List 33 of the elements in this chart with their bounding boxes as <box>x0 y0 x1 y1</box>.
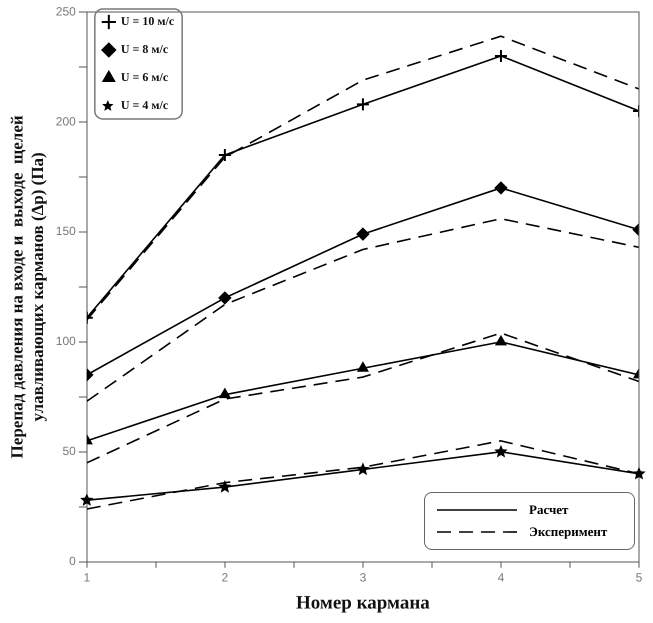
point <box>494 444 508 458</box>
point <box>356 228 370 241</box>
legend-label: U = 8 м/с <box>120 42 169 56</box>
y-tick-label: 0 <box>69 554 76 568</box>
point <box>218 291 232 304</box>
y-tick-label: 50 <box>62 444 76 458</box>
y-tick-label: 150 <box>56 224 76 238</box>
x-axis-title: Номер кармана <box>296 592 430 614</box>
line-series <box>86 332 639 464</box>
y-tick-label: 200 <box>56 114 76 128</box>
point <box>218 148 232 162</box>
point <box>494 48 508 63</box>
x-tick-label: 4 <box>498 570 505 584</box>
point <box>495 335 507 346</box>
point <box>357 362 369 372</box>
x-tick-label: 5 <box>636 570 643 584</box>
legend-label: U = 6 м/с <box>120 70 169 84</box>
x-tick-label: 1 <box>83 570 90 584</box>
line-series <box>86 218 639 402</box>
y-tick-label: 250 <box>56 4 76 18</box>
point <box>219 388 231 398</box>
y-axis-title: Перепад давления на входе и выходе щелей улавливающих карманов (Δp) (Па) <box>8 115 47 458</box>
x-tick-label: 3 <box>360 570 367 584</box>
y-tick-label: 100 <box>56 334 76 348</box>
point <box>218 480 232 493</box>
point <box>494 181 508 194</box>
annotation: Эксперимент <box>529 524 608 540</box>
point <box>356 462 370 476</box>
legend-label: U = 4 м/с <box>120 98 169 112</box>
x-tick-label: 2 <box>222 570 229 584</box>
annotation: Расчет <box>529 502 568 518</box>
legend-label: U = 10 м/с <box>120 14 175 28</box>
point <box>356 97 370 112</box>
